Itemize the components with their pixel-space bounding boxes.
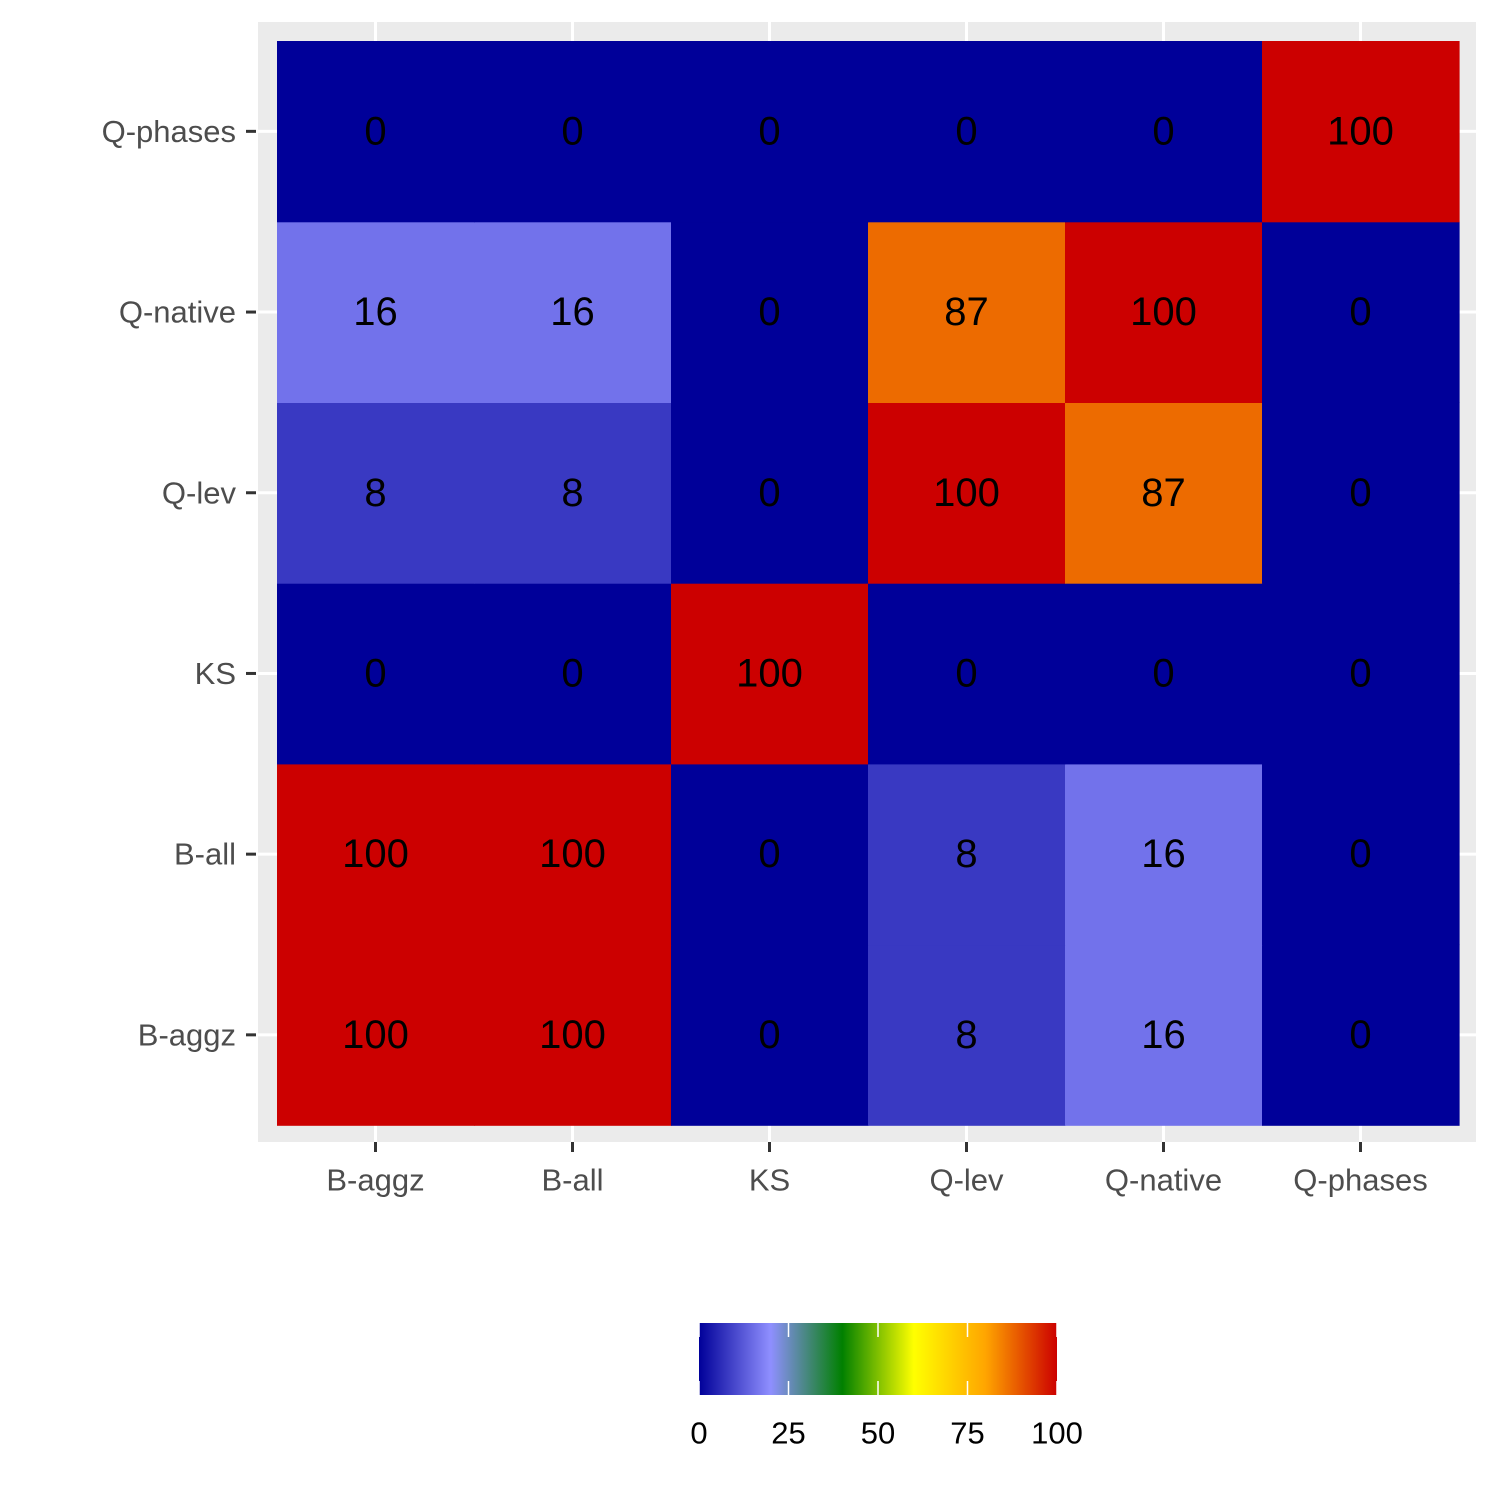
colorbar-tick-label: 0 — [690, 1416, 707, 1451]
cell-value-label: 0 — [364, 109, 386, 153]
heatmap-cell-Q-phases-Q-lev — [868, 41, 1066, 223]
heatmap-cell-B-all-B-aggz — [277, 763, 475, 946]
cell-value-label: 87 — [1141, 471, 1186, 515]
cell-value-label: 100 — [342, 832, 409, 876]
heatmap-cell-Q-native-B-aggz — [277, 221, 475, 403]
cell-value-label: 0 — [1152, 109, 1174, 153]
colorbar-tick-label: 75 — [950, 1416, 984, 1451]
heatmap-cell-Q-native-B-all — [474, 221, 672, 403]
y-tick-label: Q-native — [119, 295, 236, 330]
cell-value-label: 87 — [944, 290, 989, 334]
heatmap-cell-B-all-KS — [671, 763, 869, 946]
cell-value-label: 0 — [758, 471, 780, 515]
heatmap-cell-Q-lev-Q-native — [1065, 402, 1263, 584]
cell-value-label: 0 — [758, 832, 780, 876]
heatmap-cell-B-aggz-Q-phases — [1262, 944, 1460, 1126]
y-tick-label: Q-phases — [102, 114, 236, 149]
cell-value-label: 0 — [758, 290, 780, 334]
cell-value-label: 0 — [955, 651, 977, 695]
cell-value-label: 0 — [1349, 471, 1371, 515]
cell-value-label: 100 — [539, 832, 606, 876]
heatmap-cell-B-all-B-all — [474, 763, 672, 946]
heatmap-cell-Q-native-Q-phases — [1262, 221, 1460, 403]
heatmap-cell-KS-Q-lev — [868, 583, 1066, 765]
heatmap-cell-B-all-Q-lev — [868, 763, 1066, 946]
heatmap-cell-KS-Q-phases — [1262, 583, 1460, 765]
x-tick-label: Q-native — [1105, 1163, 1222, 1198]
heatmap-cell-B-all-Q-phases — [1262, 763, 1460, 946]
cell-value-label: 0 — [1349, 1013, 1371, 1057]
cell-value-label: 100 — [1327, 109, 1394, 153]
x-tick-label: Q-phases — [1293, 1163, 1427, 1198]
colorbar-tick-label: 100 — [1031, 1416, 1083, 1451]
heatmap-cell-KS-B-all — [474, 583, 672, 765]
colorbar-tick-label: 50 — [861, 1416, 895, 1451]
heatmap-cell-Q-native-Q-native — [1065, 221, 1263, 403]
heatmap-cell-Q-lev-B-all — [474, 402, 672, 584]
cell-value-label: 0 — [364, 651, 386, 695]
cell-value-label: 8 — [955, 832, 977, 876]
heatmap-cell-Q-phases-B-all — [474, 41, 672, 223]
cell-value-label: 16 — [1141, 832, 1186, 876]
heatmap-cell-Q-phases-Q-phases — [1262, 41, 1460, 223]
cell-value-label: 0 — [758, 109, 780, 153]
heatmap-cell-KS-Q-native — [1065, 583, 1263, 765]
cell-value-label: 8 — [561, 471, 583, 515]
heatmap-cell-Q-phases-B-aggz — [277, 41, 475, 223]
cell-value-label: 0 — [1152, 651, 1174, 695]
cell-value-label: 0 — [1349, 832, 1371, 876]
cell-value-label: 100 — [1130, 290, 1197, 334]
x-tick-label: B-all — [541, 1163, 603, 1198]
heatmap-cell-B-aggz-Q-lev — [868, 944, 1066, 1126]
y-tick-label: Q-lev — [162, 475, 237, 510]
cell-value-label: 0 — [1349, 290, 1371, 334]
y-tick-label: B-aggz — [138, 1017, 236, 1052]
y-tick-label: B-all — [174, 837, 236, 872]
heatmap-cell-Q-lev-KS — [671, 402, 869, 584]
x-axis: B-aggz B-all KS Q-lev Q-native Q-phases — [326, 1142, 1428, 1198]
y-tick-label: KS — [195, 656, 236, 691]
x-tick-label: KS — [749, 1163, 790, 1198]
cell-value-label: 100 — [933, 471, 1000, 515]
cell-value-label: 8 — [364, 471, 386, 515]
heatmap-cell-Q-lev-Q-phases — [1262, 402, 1460, 584]
cell-value-label: 0 — [561, 109, 583, 153]
heatmap-cell-Q-phases-KS — [671, 41, 869, 223]
cell-value-label: 0 — [1349, 651, 1371, 695]
heatmap-cell-B-all-Q-native — [1065, 763, 1263, 946]
heatmap-cell-KS-KS — [671, 583, 869, 765]
heatmap-cell-B-aggz-B-all — [474, 944, 672, 1126]
cell-value-label: 16 — [550, 290, 595, 334]
cell-value-label: 16 — [1141, 1013, 1186, 1057]
x-tick-label: B-aggz — [326, 1163, 424, 1198]
cell-value-label: 0 — [758, 1013, 780, 1057]
heatmap-cell-KS-B-aggz — [277, 583, 475, 765]
cell-value-label: 100 — [736, 651, 803, 695]
heatmap-cell-B-aggz-KS — [671, 944, 869, 1126]
heatmap-cell-Q-native-Q-lev — [868, 221, 1066, 403]
heatmap-cell-Q-native-KS — [671, 221, 869, 403]
cell-value-label: 100 — [539, 1013, 606, 1057]
cell-value-label: 8 — [955, 1013, 977, 1057]
heatmap-cell-B-aggz-B-aggz — [277, 944, 475, 1126]
colorbar-legend: 0 25 50 75 100 — [690, 1323, 1083, 1451]
heatmap-cells — [277, 41, 1460, 1126]
y-axis: B-aggz B-all KS Q-lev Q-native Q-phases — [102, 114, 256, 1052]
heatmap-cell-Q-lev-Q-lev — [868, 402, 1066, 584]
heatmap-cell-B-aggz-Q-native — [1065, 944, 1263, 1126]
cell-value-label: 100 — [342, 1013, 409, 1057]
cell-value-labels: 100 100 0 8 16 0 100 100 0 8 16 0 0 0 100 0 0 0 8 8 0 100 87 0 1… — [342, 109, 1394, 1057]
heatmap-cell-Q-lev-B-aggz — [277, 402, 475, 584]
cell-value-label: 0 — [561, 651, 583, 695]
cell-value-label: 0 — [955, 109, 977, 153]
colorbar-tick-label: 25 — [771, 1416, 805, 1451]
cell-value-label: 16 — [353, 290, 398, 334]
heatmap-cell-Q-phases-Q-native — [1065, 41, 1263, 223]
x-tick-label: Q-lev — [929, 1163, 1004, 1198]
